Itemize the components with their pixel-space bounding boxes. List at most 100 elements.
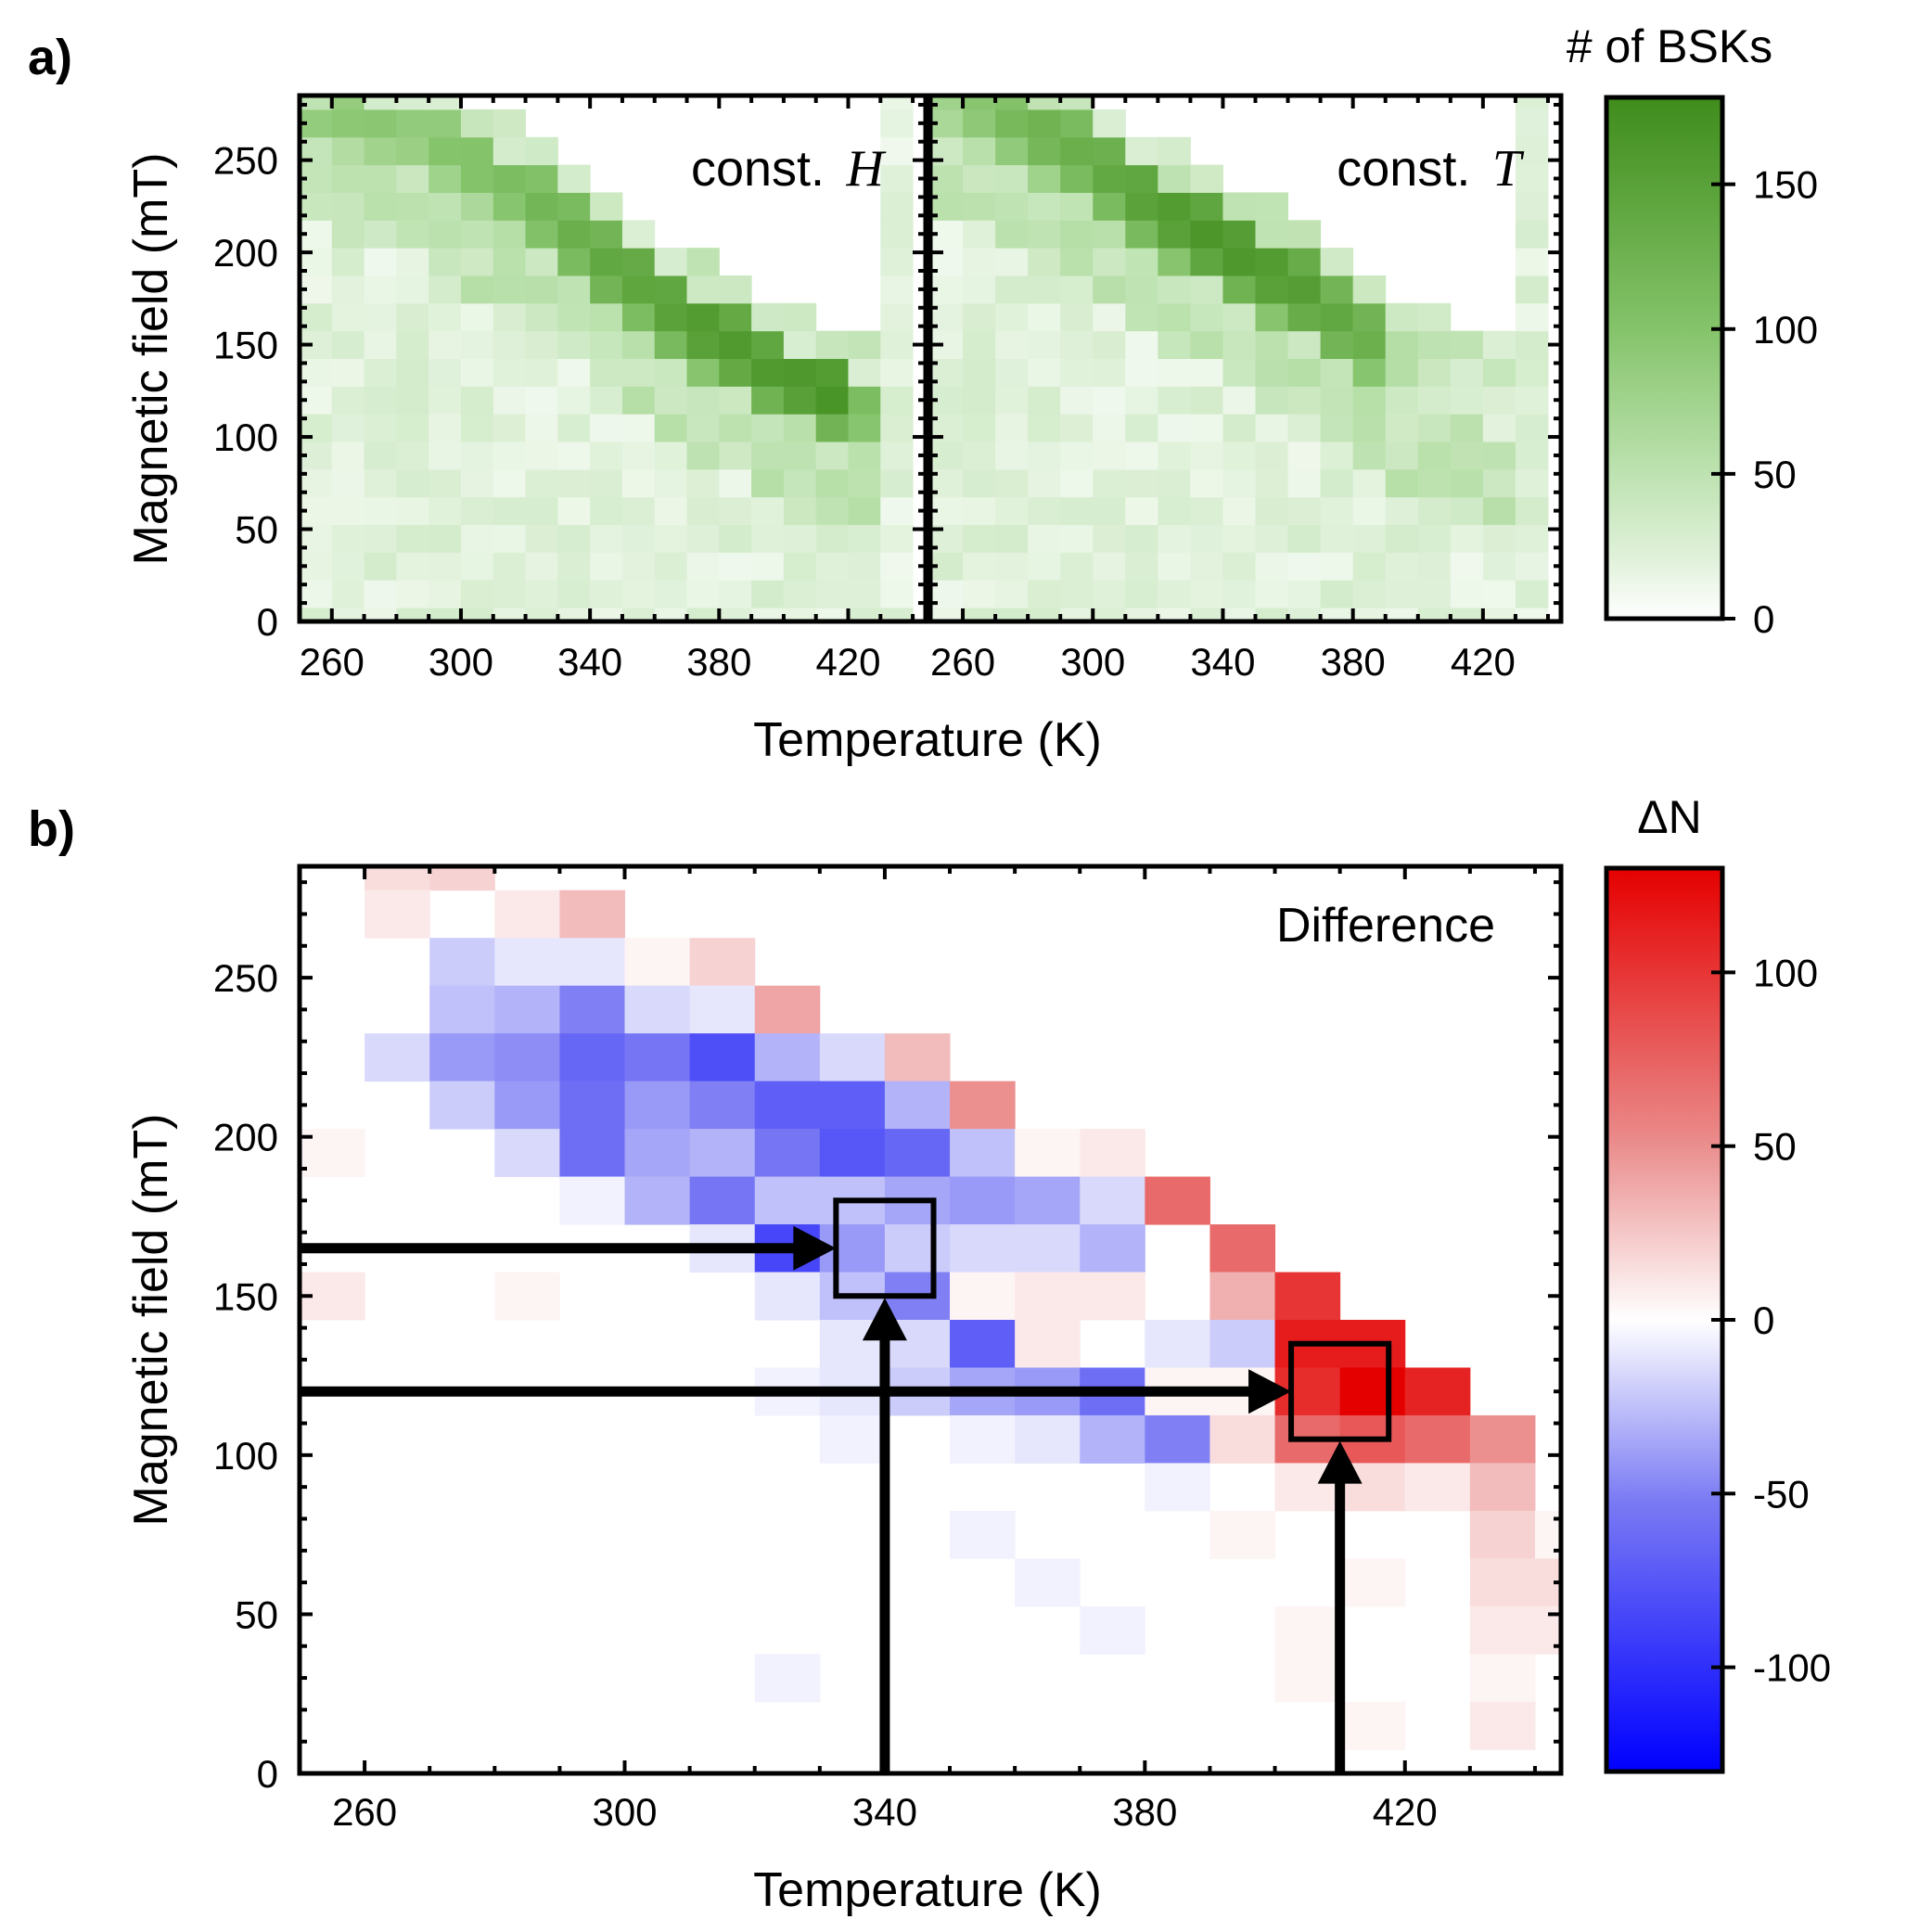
heatmap-cell [1255, 386, 1289, 415]
heatmap-cell [396, 330, 429, 359]
heatmap-cell [995, 330, 1029, 359]
heatmap-cell [493, 524, 527, 553]
heatmap-cell [493, 302, 527, 332]
heatmap-cell [654, 330, 688, 359]
heatmap-cell [621, 441, 656, 470]
heatmap-cell [1255, 302, 1289, 332]
heatmap-cell [1209, 1272, 1276, 1321]
heatmap-cell [1125, 136, 1158, 166]
heatmap-cell [429, 468, 462, 498]
heatmap-cell [963, 580, 996, 608]
heatmap-cell [460, 524, 494, 553]
heatmap-cell [950, 1510, 1016, 1559]
heatmap-cell [331, 96, 365, 110]
heatmap-cell [1385, 524, 1419, 553]
heatmap-cell [751, 330, 785, 359]
heatmap-cell [880, 220, 914, 249]
heatmap-cell [963, 358, 996, 387]
heatmap-cell [331, 136, 365, 166]
heatmap-cell [364, 468, 397, 498]
heatmap-cell [429, 580, 462, 608]
heatmap-cell [300, 608, 333, 621]
heatmap-cell [525, 164, 558, 193]
heatmap-cell [1093, 302, 1126, 332]
heatmap-cell [557, 496, 591, 526]
heatmap-cell [429, 985, 495, 1034]
heatmap-cell [950, 1272, 1016, 1321]
heatmap-cell [1385, 608, 1419, 621]
x-tick-label: 380 [1112, 1790, 1177, 1834]
heatmap-cell [751, 580, 785, 608]
heatmap-cell [1190, 386, 1223, 415]
heatmap-cell [493, 580, 527, 608]
heatmap-cell [494, 985, 560, 1034]
heatmap-cell [815, 580, 849, 608]
heatmap-cell [1352, 414, 1387, 442]
heatmap-cell [364, 136, 397, 166]
heatmap-cell [1209, 1320, 1276, 1368]
heatmap-cell [624, 1176, 691, 1225]
heatmap-cell [1093, 552, 1126, 581]
heatmap-cell [1028, 386, 1061, 415]
heatmap-cell [621, 220, 656, 249]
heatmap-cell [1417, 414, 1452, 442]
heatmap-cell [1028, 275, 1061, 304]
heatmap-cell [1125, 468, 1158, 498]
heatmap-cell [1060, 441, 1094, 470]
heatmap-cell [1320, 302, 1354, 332]
heatmap-cell [557, 358, 591, 387]
heatmap-cell [621, 386, 656, 415]
heatmap-cell [686, 358, 720, 387]
heatmap-cell [783, 330, 817, 359]
heatmap-cell [590, 496, 623, 526]
heatmap-cell [1222, 248, 1257, 276]
heatmap-cell [1320, 386, 1354, 415]
heatmap-cell [621, 468, 656, 498]
heatmap-cell [1222, 302, 1257, 332]
heatmap-cell [1060, 386, 1094, 415]
heatmap-cell [1190, 164, 1223, 193]
heatmap-cell [995, 524, 1029, 553]
heatmap-cell [624, 1129, 691, 1178]
heatmap-cell [624, 985, 691, 1034]
heatmap-cell [1417, 468, 1452, 498]
heatmap-cell [1080, 1272, 1145, 1321]
heatmap-cell [1352, 524, 1387, 553]
heatmap-cell [331, 468, 365, 498]
heatmap-cell [1060, 220, 1094, 249]
heatmap-cell [1352, 468, 1387, 498]
heatmap-cell [364, 248, 397, 276]
heatmap-cell [1515, 496, 1549, 526]
heatmap-cell [754, 1081, 821, 1130]
heatmap-cell [1060, 164, 1094, 193]
heatmap-cell [396, 386, 429, 415]
heatmap-cell [1190, 358, 1223, 387]
heatmap-cell [621, 524, 656, 553]
heatmap-cell [1125, 580, 1158, 608]
heatmap-cell [950, 1176, 1016, 1225]
heatmap-cell [1158, 192, 1191, 221]
heatmap-cell [1028, 248, 1061, 276]
heatmap-cell [396, 220, 429, 249]
y-tick-label: 50 [235, 1593, 278, 1636]
heatmap-cell [1352, 608, 1387, 621]
heatmap-cell [624, 938, 691, 987]
colorbar-tick-label: 50 [1753, 1125, 1797, 1169]
heatmap-cell [1060, 192, 1094, 221]
heatmap-cell [963, 414, 996, 442]
heatmap-cell [1450, 580, 1484, 608]
y-tick-labels-panel-a: 0 50 100 150 200 250 [213, 139, 278, 644]
heatmap-cell [819, 1033, 886, 1082]
heatmap-cell [1515, 386, 1549, 415]
heatmap-cell [1222, 358, 1257, 387]
y-tick-label: 0 [257, 1752, 278, 1796]
heatmap-cell [1450, 468, 1484, 498]
heatmap-cell [1515, 164, 1549, 193]
heatmap-cell [815, 441, 849, 470]
heatmap-cell [880, 524, 914, 553]
heatmap-cell [819, 1129, 886, 1178]
heatmap-cell [429, 608, 462, 621]
heatmap-cell [686, 552, 720, 581]
heatmap-cell [654, 275, 688, 304]
heatmap-cell [1469, 1463, 1536, 1512]
